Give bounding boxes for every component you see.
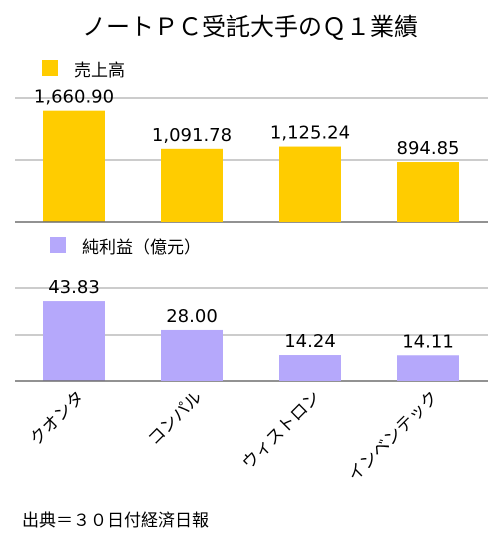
category-label: クオンタ [26, 387, 88, 449]
bar [397, 162, 459, 222]
data-label: 1,660.90 [34, 87, 114, 108]
data-label: 28.00 [166, 306, 218, 327]
category-label: ウィストロン [238, 387, 324, 473]
category-label: コンパル [144, 387, 206, 449]
bar [161, 329, 223, 381]
data-label: 14.11 [402, 331, 454, 352]
data-label: 894.85 [397, 138, 460, 159]
bar [397, 355, 459, 381]
legend-swatch-revenue [42, 60, 58, 76]
legend-swatch-profit [50, 237, 66, 253]
profit-bars: 43.83 28.00 14.24 14.11 [15, 277, 488, 382]
bar [279, 355, 341, 381]
bar [43, 301, 105, 381]
category-label: インベンテック [344, 387, 442, 485]
bar [279, 146, 341, 222]
chart-title: ノートＰＣ受託大手のＱ１業績 [82, 13, 418, 41]
revenue-bars: 1,660.90 1,091.78 1,125.24 894.85 [15, 87, 488, 223]
source-note: 出典＝３０日付経済日報 [22, 511, 209, 531]
data-label: 1,125.24 [270, 123, 350, 144]
legend-label-profit: 純利益（億元） [82, 238, 201, 258]
profit-panel: 純利益（億元） 43.83 28.00 14.24 14.11 [15, 237, 488, 382]
legend-label-revenue: 売上高 [74, 61, 125, 81]
revenue-panel: 売上高 1,660.90 1,091.78 1,125.24 894.85 [15, 60, 488, 223]
bar [161, 148, 223, 222]
bar [43, 110, 105, 222]
data-label: 1,091.78 [152, 125, 232, 146]
category-axis-labels: クオンタ コンパル ウィストロン インベンテック [26, 387, 442, 485]
data-label: 43.83 [48, 277, 100, 298]
data-label: 14.24 [284, 331, 336, 352]
